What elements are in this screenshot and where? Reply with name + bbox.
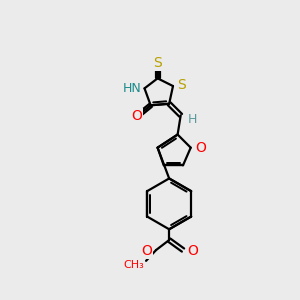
Text: O: O (188, 244, 199, 258)
Text: CH₃: CH₃ (124, 260, 145, 270)
Text: S: S (177, 78, 186, 92)
Text: O: O (195, 141, 206, 155)
Text: S: S (153, 56, 162, 70)
Text: HN: HN (123, 82, 141, 95)
Text: O: O (131, 109, 142, 123)
Text: H: H (188, 113, 197, 126)
Text: O: O (141, 244, 152, 258)
